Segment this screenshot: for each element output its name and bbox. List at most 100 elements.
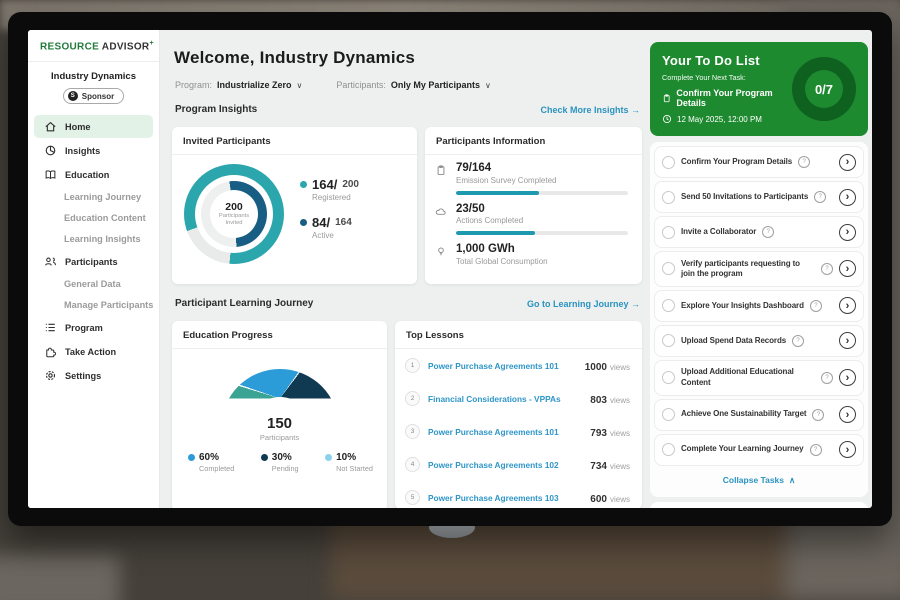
stat-consumption: 1,000 GWh Total Global Consumption xyxy=(435,243,630,266)
task-row[interactable]: Explore Your Insights Dashboard ? › xyxy=(654,289,864,322)
task-go-button[interactable]: › xyxy=(839,153,856,171)
task-checkbox[interactable] xyxy=(662,408,675,422)
stat-label: Emission Survey Completed xyxy=(456,175,557,185)
task-checkbox[interactable] xyxy=(662,225,675,239)
lesson-link[interactable]: Power Purchase Agreements 101 xyxy=(428,360,559,371)
active-total: 164 xyxy=(335,217,352,228)
task-go-button[interactable]: › xyxy=(839,297,856,315)
task-go-button[interactable]: › xyxy=(839,369,856,387)
sidebar-item-education-content[interactable]: Education Content xyxy=(34,208,153,228)
todo-summary-card: Your To Do List Complete Your Next Task:… xyxy=(650,42,868,136)
lesson-link[interactable]: Power Purchase Agreements 103 xyxy=(428,492,559,503)
task-go-button[interactable]: › xyxy=(839,260,856,278)
org-name: Industry Dynamics xyxy=(51,71,136,83)
check-more-insights-link[interactable]: Check More Insights → xyxy=(540,105,640,115)
task-row[interactable]: Achieve One Sustainability Target ? › xyxy=(654,398,864,431)
help-icon[interactable]: ? xyxy=(809,299,822,312)
help-icon[interactable]: ? xyxy=(821,262,833,275)
help-icon[interactable]: ? xyxy=(798,156,811,168)
legend-label: Completed xyxy=(199,464,235,473)
views-count: 600 xyxy=(590,493,607,505)
registered-label: Registered xyxy=(312,193,351,202)
task-go-button[interactable]: › xyxy=(839,223,856,241)
registered-value: 164/ xyxy=(312,177,338,192)
sidebar-item-insights[interactable]: Insights xyxy=(34,139,153,162)
participants-information-stats: 79/164 Emission Survey Completed xyxy=(425,155,642,266)
sidebar-item-education[interactable]: Education xyxy=(34,163,153,186)
task-go-button[interactable]: › xyxy=(839,188,856,206)
task-row[interactable]: Upload Spend Data Records ? › xyxy=(654,324,864,357)
sidebar-item-general-data[interactable]: General Data xyxy=(34,274,153,294)
sidebar-item-label: Settings xyxy=(65,370,102,381)
task-go-button[interactable]: › xyxy=(839,406,856,424)
program-filter-value: Industrialize Zero xyxy=(217,80,292,90)
recent-news-card: Recent News xyxy=(650,501,868,508)
collapse-tasks-link[interactable]: Collapse Tasks ∧ xyxy=(654,469,864,493)
participants-information-card: Participants Information 79/164 Emission… xyxy=(425,127,642,284)
help-icon[interactable]: ? xyxy=(762,226,775,238)
task-row[interactable]: Verify participants requesting to join t… xyxy=(654,251,864,287)
sidebar-item-home[interactable]: Home xyxy=(34,115,153,139)
emission-survey-progress-bar xyxy=(456,190,628,195)
help-icon[interactable]: ? xyxy=(812,408,825,421)
lesson-link[interactable]: Financial Considerations - VPPAs xyxy=(428,393,561,404)
task-go-button[interactable]: › xyxy=(839,441,856,459)
task-row[interactable]: Invite a Collaborator ? › xyxy=(654,216,864,248)
lesson-link[interactable]: Power Purchase Agreements 101 xyxy=(428,426,559,437)
registered-total: 200 xyxy=(342,179,359,190)
sidebar-item-program[interactable]: Program xyxy=(34,316,153,339)
program-filter-dropdown[interactable]: Program: Industrialize Zero ∨ xyxy=(175,80,302,90)
task-go-button[interactable]: › xyxy=(839,332,856,350)
sidebar-item-settings[interactable]: Settings xyxy=(34,364,153,387)
help-icon[interactable]: ? xyxy=(814,191,827,203)
sidebar-item-manage-participants[interactable]: Manage Participants xyxy=(34,295,153,315)
task-checkbox[interactable] xyxy=(662,190,675,204)
sidebar-item-label: Take Action xyxy=(65,346,117,357)
task-checkbox[interactable] xyxy=(662,155,675,169)
task-checkbox[interactable] xyxy=(662,443,675,457)
task-checkbox[interactable] xyxy=(662,334,675,348)
task-label: Confirm Your Program Details xyxy=(681,156,793,166)
todo-panel: Your To Do List Complete Your Next Task:… xyxy=(650,42,868,508)
legend-value: 60% xyxy=(199,452,220,463)
sidebar-item-participants[interactable]: Participants xyxy=(34,250,153,273)
sidebar-item-label: Insights xyxy=(65,145,101,156)
filter-bar: Program: Industrialize Zero ∨ Participan… xyxy=(175,80,642,90)
help-icon[interactable]: ? xyxy=(792,334,805,347)
card-title: Participants Information xyxy=(425,127,642,155)
sidebar-item-take-action[interactable]: Take Action xyxy=(34,340,153,363)
task-checkbox[interactable] xyxy=(662,371,675,385)
gauge-center-label: Participants xyxy=(259,433,300,442)
sidebar-item-label: Participants xyxy=(65,256,118,267)
task-row[interactable]: Complete Your Learning Journey ? › xyxy=(654,433,864,466)
invited-participants-donut-chart: 200 Participants Invited xyxy=(184,164,284,264)
task-row[interactable]: Send 50 Invitations to Participants ? › xyxy=(654,181,864,213)
participants-filter-value: Only My Participants xyxy=(390,80,480,90)
participants-filter-dropdown[interactable]: Participants: Only My Participants ∨ xyxy=(336,80,490,90)
lesson-row: 3 Power Purchase Agreements 101 793 views xyxy=(395,415,642,448)
task-label: Achieve One Sustainability Target xyxy=(681,409,807,419)
sidebar-item-learning-insights[interactable]: Learning Insights xyxy=(34,229,153,249)
task-row[interactable]: Confirm Your Program Details ? › xyxy=(654,146,864,178)
task-checkbox[interactable] xyxy=(662,299,675,313)
rank-badge: 1 xyxy=(405,358,420,373)
todo-due-label: 12 May 2025, 12:00 PM xyxy=(677,114,762,124)
survey-icon xyxy=(435,162,449,185)
help-icon[interactable]: ? xyxy=(821,371,833,384)
stat-emission-survey: 79/164 Emission Survey Completed xyxy=(435,162,630,185)
link-label: Check More Insights xyxy=(540,104,629,115)
go-to-learning-journey-link[interactable]: Go to Learning Journey → xyxy=(527,299,640,309)
task-checkbox[interactable] xyxy=(662,262,675,276)
rank-badge: 2 xyxy=(405,391,420,406)
legend-not-started: 10% Not Started xyxy=(325,452,373,473)
todo-progress-value: 0/7 xyxy=(805,70,843,108)
task-row[interactable]: Upload Additional Educational Content ? … xyxy=(654,359,864,396)
views-count: 793 xyxy=(590,427,607,439)
sidebar-item-label: Manage Participants xyxy=(64,300,154,311)
sidebar-item-learning-journey[interactable]: Learning Journey xyxy=(34,187,153,207)
arrow-right-icon: → xyxy=(631,298,640,309)
views-count: 734 xyxy=(590,460,607,472)
learning-journey-title: Participant Learning Journey xyxy=(175,298,314,309)
help-icon[interactable]: ? xyxy=(809,443,822,456)
lesson-link[interactable]: Power Purchase Agreements 102 xyxy=(428,459,559,470)
